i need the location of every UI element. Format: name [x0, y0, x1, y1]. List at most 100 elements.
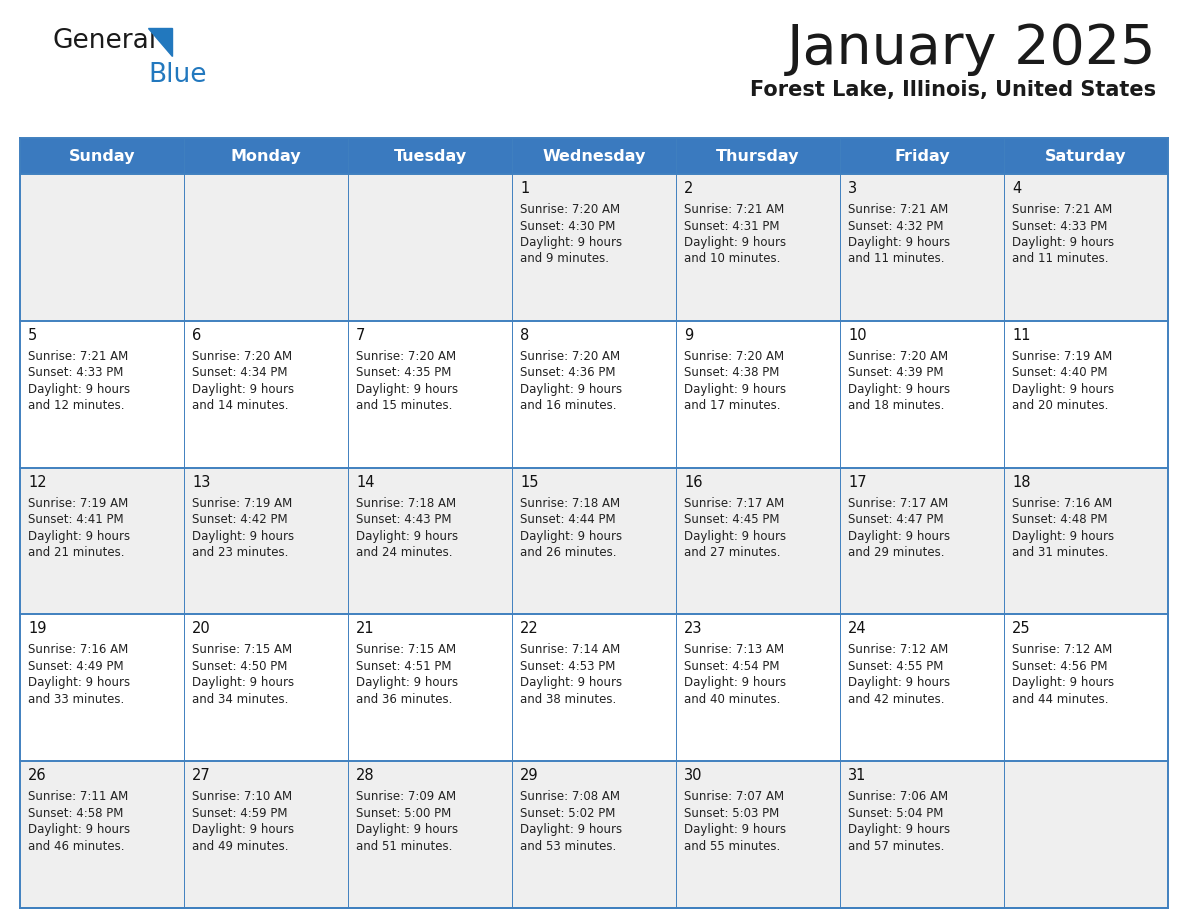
Text: Daylight: 9 hours: Daylight: 9 hours [848, 677, 950, 689]
Text: Sunset: 4:35 PM: Sunset: 4:35 PM [356, 366, 451, 379]
Text: and 12 minutes.: and 12 minutes. [29, 399, 125, 412]
Text: Daylight: 9 hours: Daylight: 9 hours [520, 530, 623, 543]
Text: Daylight: 9 hours: Daylight: 9 hours [1012, 383, 1114, 396]
Text: Daylight: 9 hours: Daylight: 9 hours [684, 530, 786, 543]
Text: Sunset: 5:04 PM: Sunset: 5:04 PM [848, 807, 943, 820]
Text: 31: 31 [848, 768, 866, 783]
Text: Daylight: 9 hours: Daylight: 9 hours [1012, 236, 1114, 249]
Text: Sunset: 4:56 PM: Sunset: 4:56 PM [1012, 660, 1107, 673]
Text: Sunset: 4:38 PM: Sunset: 4:38 PM [684, 366, 779, 379]
Text: Sunrise: 7:12 AM: Sunrise: 7:12 AM [848, 644, 948, 656]
Text: 5: 5 [29, 328, 37, 342]
Text: and 11 minutes.: and 11 minutes. [848, 252, 944, 265]
Text: Daylight: 9 hours: Daylight: 9 hours [356, 823, 459, 836]
Text: Daylight: 9 hours: Daylight: 9 hours [29, 383, 131, 396]
Text: Sunset: 4:40 PM: Sunset: 4:40 PM [1012, 366, 1107, 379]
Text: Daylight: 9 hours: Daylight: 9 hours [848, 530, 950, 543]
Text: and 24 minutes.: and 24 minutes. [356, 546, 453, 559]
Text: 6: 6 [192, 328, 201, 342]
Text: Sunrise: 7:12 AM: Sunrise: 7:12 AM [1012, 644, 1112, 656]
Text: Daylight: 9 hours: Daylight: 9 hours [29, 530, 131, 543]
Text: and 29 minutes.: and 29 minutes. [848, 546, 944, 559]
Text: 18: 18 [1012, 475, 1030, 489]
Text: and 27 minutes.: and 27 minutes. [684, 546, 781, 559]
Text: Sunset: 4:45 PM: Sunset: 4:45 PM [684, 513, 779, 526]
Text: Sunset: 4:59 PM: Sunset: 4:59 PM [192, 807, 287, 820]
Text: Sunrise: 7:21 AM: Sunrise: 7:21 AM [684, 203, 784, 216]
Text: Daylight: 9 hours: Daylight: 9 hours [684, 383, 786, 396]
Text: Sunset: 4:33 PM: Sunset: 4:33 PM [29, 366, 124, 379]
Text: Sunset: 4:34 PM: Sunset: 4:34 PM [192, 366, 287, 379]
Text: 20: 20 [192, 621, 210, 636]
Text: Monday: Monday [230, 149, 302, 163]
Text: Forest Lake, Illinois, United States: Forest Lake, Illinois, United States [750, 80, 1156, 100]
Text: and 16 minutes.: and 16 minutes. [520, 399, 617, 412]
Text: Sunset: 4:47 PM: Sunset: 4:47 PM [848, 513, 943, 526]
Text: 16: 16 [684, 475, 702, 489]
Text: Sunset: 4:44 PM: Sunset: 4:44 PM [520, 513, 615, 526]
Text: Sunrise: 7:21 AM: Sunrise: 7:21 AM [1012, 203, 1112, 216]
Text: Daylight: 9 hours: Daylight: 9 hours [520, 823, 623, 836]
Bar [20, 467, 1168, 614]
Text: Sunset: 4:58 PM: Sunset: 4:58 PM [29, 807, 124, 820]
Text: 24: 24 [848, 621, 866, 636]
Text: Sunrise: 7:20 AM: Sunrise: 7:20 AM [520, 350, 620, 363]
Text: and 55 minutes.: and 55 minutes. [684, 840, 781, 853]
Text: 17: 17 [848, 475, 866, 489]
Text: Daylight: 9 hours: Daylight: 9 hours [192, 383, 295, 396]
Text: Sunset: 4:49 PM: Sunset: 4:49 PM [29, 660, 124, 673]
Text: Sunrise: 7:19 AM: Sunrise: 7:19 AM [1012, 350, 1112, 363]
Text: Daylight: 9 hours: Daylight: 9 hours [29, 677, 131, 689]
Text: Sunset: 4:32 PM: Sunset: 4:32 PM [848, 219, 943, 232]
Text: Sunrise: 7:10 AM: Sunrise: 7:10 AM [192, 790, 292, 803]
Text: 28: 28 [356, 768, 374, 783]
Text: Sunrise: 7:13 AM: Sunrise: 7:13 AM [684, 644, 784, 656]
Text: and 40 minutes.: and 40 minutes. [684, 693, 781, 706]
Text: Sunrise: 7:16 AM: Sunrise: 7:16 AM [1012, 497, 1112, 509]
Text: Sunrise: 7:17 AM: Sunrise: 7:17 AM [684, 497, 784, 509]
Text: and 34 minutes.: and 34 minutes. [192, 693, 289, 706]
Text: Sunrise: 7:08 AM: Sunrise: 7:08 AM [520, 790, 620, 803]
Text: Sunset: 4:43 PM: Sunset: 4:43 PM [356, 513, 451, 526]
Text: Daylight: 9 hours: Daylight: 9 hours [848, 823, 950, 836]
Text: Daylight: 9 hours: Daylight: 9 hours [848, 383, 950, 396]
Text: 8: 8 [520, 328, 529, 342]
Text: and 18 minutes.: and 18 minutes. [848, 399, 944, 412]
Text: Saturday: Saturday [1045, 149, 1126, 163]
Text: Sunrise: 7:18 AM: Sunrise: 7:18 AM [356, 497, 456, 509]
Text: Daylight: 9 hours: Daylight: 9 hours [356, 677, 459, 689]
Text: 4: 4 [1012, 181, 1022, 196]
Text: Sunday: Sunday [69, 149, 135, 163]
Text: Sunrise: 7:20 AM: Sunrise: 7:20 AM [192, 350, 292, 363]
Text: 13: 13 [192, 475, 210, 489]
Text: Sunset: 4:54 PM: Sunset: 4:54 PM [684, 660, 779, 673]
Text: Daylight: 9 hours: Daylight: 9 hours [684, 677, 786, 689]
Text: Sunset: 5:00 PM: Sunset: 5:00 PM [356, 807, 451, 820]
Text: and 31 minutes.: and 31 minutes. [1012, 546, 1108, 559]
Text: and 57 minutes.: and 57 minutes. [848, 840, 944, 853]
Text: and 26 minutes.: and 26 minutes. [520, 546, 617, 559]
Text: Sunset: 4:51 PM: Sunset: 4:51 PM [356, 660, 451, 673]
Text: Sunset: 4:33 PM: Sunset: 4:33 PM [1012, 219, 1107, 232]
Text: and 14 minutes.: and 14 minutes. [192, 399, 289, 412]
Text: 26: 26 [29, 768, 46, 783]
Text: Sunrise: 7:06 AM: Sunrise: 7:06 AM [848, 790, 948, 803]
Text: Sunset: 4:42 PM: Sunset: 4:42 PM [192, 513, 287, 526]
Text: Daylight: 9 hours: Daylight: 9 hours [684, 236, 786, 249]
Text: and 46 minutes.: and 46 minutes. [29, 840, 125, 853]
Text: Friday: Friday [895, 149, 950, 163]
Text: and 21 minutes.: and 21 minutes. [29, 546, 125, 559]
Text: Sunset: 5:02 PM: Sunset: 5:02 PM [520, 807, 615, 820]
Text: Sunrise: 7:20 AM: Sunrise: 7:20 AM [848, 350, 948, 363]
Text: 14: 14 [356, 475, 374, 489]
Text: and 38 minutes.: and 38 minutes. [520, 693, 617, 706]
Text: Sunset: 4:31 PM: Sunset: 4:31 PM [684, 219, 779, 232]
Text: 1: 1 [520, 181, 529, 196]
Bar [20, 761, 1168, 908]
Text: and 10 minutes.: and 10 minutes. [684, 252, 781, 265]
Text: Daylight: 9 hours: Daylight: 9 hours [29, 823, 131, 836]
Text: 30: 30 [684, 768, 702, 783]
Text: Sunset: 4:36 PM: Sunset: 4:36 PM [520, 366, 615, 379]
Text: and 36 minutes.: and 36 minutes. [356, 693, 453, 706]
Text: 25: 25 [1012, 621, 1031, 636]
